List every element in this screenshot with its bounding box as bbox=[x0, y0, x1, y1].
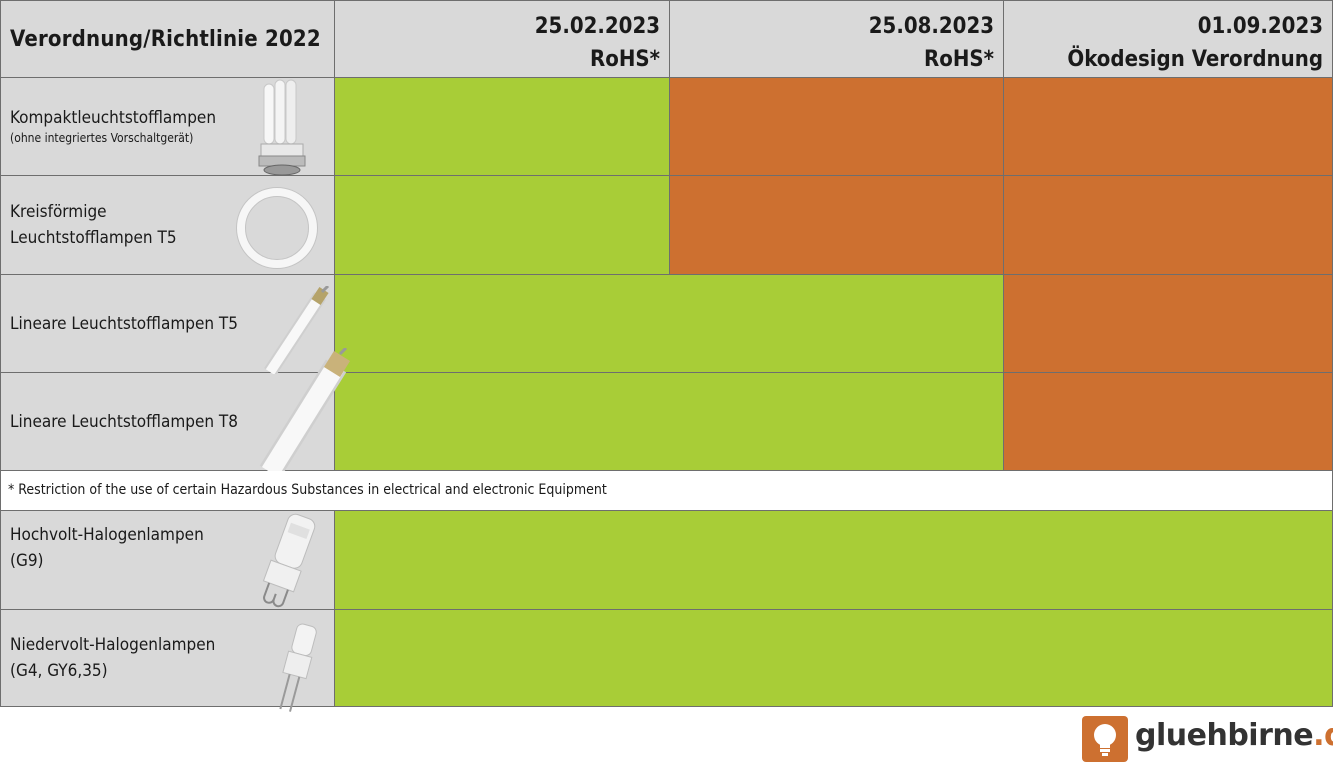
row-1-col-3 bbox=[1004, 78, 1333, 176]
row-label-compact: Kompaktleuchtstofflampen (ohne integriert… bbox=[0, 78, 335, 176]
linear-t5-tube-icon bbox=[264, 286, 330, 374]
row-1-col-1 bbox=[335, 78, 670, 176]
row-4-name: Lineare Leuchtstofflampen T8 bbox=[10, 412, 238, 432]
col-3-label: Ökodesign Verordnung bbox=[1067, 47, 1323, 72]
footnote: * Restriction of the use of certain Haza… bbox=[8, 482, 607, 498]
header-col-3: 01.09.2023 Ökodesign Verordnung bbox=[1004, 0, 1333, 78]
header-title-cell: Verordnung/Richtlinie 2022 bbox=[0, 0, 335, 78]
row-6-all bbox=[335, 610, 1333, 707]
row-5-all bbox=[335, 511, 1333, 610]
row-1-sub: (ohne integriertes Vorschaltgerät) bbox=[10, 131, 194, 145]
row-5-name: Hochvolt-Halogenlampen bbox=[10, 525, 204, 545]
row-label-t8: Lineare Leuchtstofflampen T8 bbox=[0, 373, 335, 471]
row-6-name: Niedervolt-Halogenlampen bbox=[10, 635, 216, 655]
g4-halogen-lamp-icon bbox=[279, 623, 317, 712]
row-3-col-1-2 bbox=[335, 275, 1004, 373]
row-2-col-2 bbox=[670, 176, 1004, 275]
row-2-col-1 bbox=[335, 176, 670, 275]
col-2-date: 25.08.2023 bbox=[868, 14, 994, 39]
row-2-col-3 bbox=[1004, 176, 1333, 275]
gluehbirne-logo[interactable]: gluehbirne.de bbox=[1082, 716, 1333, 764]
row-6-name2: (G4, GY6,35) bbox=[10, 661, 108, 681]
footnote-row: * Restriction of the use of certain Haza… bbox=[0, 471, 1333, 511]
row-4-col-1-2 bbox=[335, 373, 1004, 471]
row-1-col-2 bbox=[670, 78, 1004, 176]
circular-fluorescent-lamp-icon bbox=[236, 187, 318, 269]
col-3-date: 01.09.2023 bbox=[1197, 14, 1323, 39]
row-4-col-3 bbox=[1004, 373, 1333, 471]
row-2-name: Kreisförmige bbox=[10, 202, 107, 222]
header-col-1: 25.02.2023 RoHS* bbox=[335, 0, 670, 78]
row-5-name2: (G9) bbox=[10, 551, 44, 571]
linear-t8-tube-icon bbox=[259, 348, 351, 472]
row-3-col-3 bbox=[1004, 275, 1333, 373]
compact-fluorescent-lamp-icon bbox=[258, 79, 306, 176]
col-1-date: 25.02.2023 bbox=[534, 14, 660, 39]
g9-halogen-lamp-icon bbox=[262, 513, 316, 608]
row-label-g4: Niedervolt-Halogenlampen (G4, GY6,35) bbox=[0, 610, 335, 707]
table-title: Verordnung/Richtlinie 2022 bbox=[10, 27, 321, 52]
row-label-circular: Kreisförmige Leuchtstofflampen T5 bbox=[0, 176, 335, 275]
col-2-label: RoHS* bbox=[923, 47, 994, 72]
row-3-name: Lineare Leuchtstofflampen T5 bbox=[10, 314, 238, 334]
logo-name: gluehbirne bbox=[1135, 718, 1314, 753]
bulb-logo-icon bbox=[1082, 716, 1128, 762]
col-1-label: RoHS* bbox=[589, 47, 660, 72]
header-col-2: 25.08.2023 RoHS* bbox=[670, 0, 1004, 78]
row-2-name2: Leuchtstofflampen T5 bbox=[10, 228, 177, 248]
logo-tld: .de bbox=[1313, 718, 1333, 753]
row-1-name: Kompaktleuchtstofflampen bbox=[10, 108, 217, 128]
